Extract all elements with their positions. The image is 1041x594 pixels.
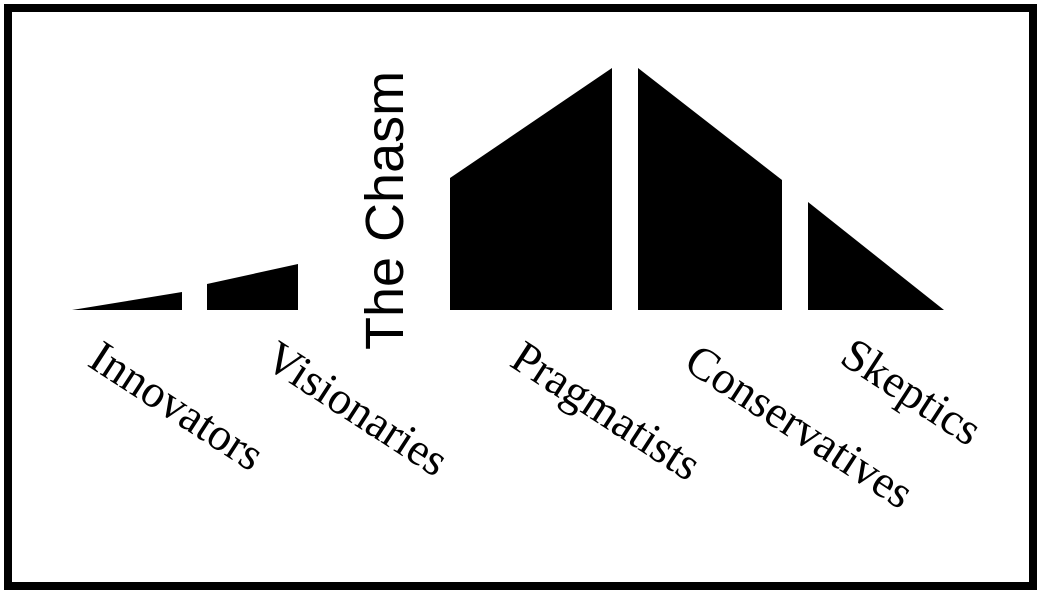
pragmatists-shape: [450, 68, 612, 310]
innovators-shape: [72, 292, 182, 310]
visionaries-shape: [207, 264, 298, 310]
diagram-frame: [4, 4, 1037, 590]
segment-label-innovators: Innovators: [81, 331, 274, 481]
chasm-label: The Chasm: [355, 71, 415, 350]
segment-label-pragmatists: Pragmatists: [503, 331, 711, 491]
segment-label-visionaries: Visionaries: [257, 331, 458, 486]
conservatives-shape: [638, 68, 782, 310]
skeptics-shape: [808, 202, 944, 310]
